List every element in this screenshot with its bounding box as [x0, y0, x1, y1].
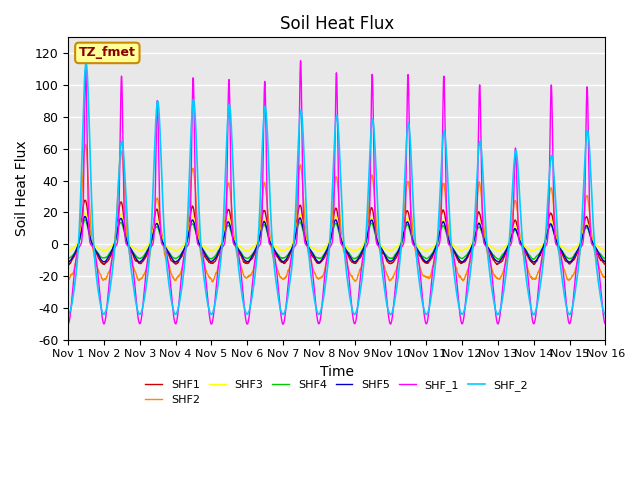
SHF5 [64, 259, 72, 264]
Line: SHF4: SHF4 [68, 220, 605, 259]
SHF2 [209, 279, 216, 285]
SHF3 [81, 210, 89, 216]
SHF3 [323, 243, 330, 249]
SHF2 [278, 276, 286, 282]
SHF_1 [323, 257, 330, 263]
Title: Soil Heat Flux: Soil Heat Flux [280, 15, 394, 33]
Line: SHF5: SHF5 [68, 216, 605, 262]
SHF_2 [390, 300, 398, 306]
Line: SHF3: SHF3 [68, 213, 605, 252]
SHF3 [244, 249, 252, 254]
Legend: SHF1, SHF2, SHF3, SHF4, SHF5, SHF_1, SHF_2: SHF1, SHF2, SHF3, SHF4, SHF5, SHF_1, SHF… [141, 375, 532, 410]
SHF2 [323, 259, 330, 264]
SHF2 [64, 277, 72, 283]
SHF_2 [323, 275, 330, 280]
SHF3 [602, 248, 609, 253]
SHF3 [64, 248, 72, 253]
SHF_2 [602, 312, 609, 318]
SHF_1 [390, 294, 398, 300]
SHF3 [577, 235, 585, 240]
SHF_1 [577, 243, 585, 249]
SHF1 [278, 259, 286, 265]
SHF_2 [243, 311, 250, 317]
SHF_2 [278, 311, 286, 316]
SHF3 [278, 247, 286, 253]
SHF1 [64, 261, 72, 266]
SHF_1 [278, 319, 286, 324]
SHF4 [278, 255, 286, 261]
SHF5 [172, 259, 179, 265]
SHF2 [172, 277, 179, 283]
SHF_1 [64, 321, 72, 327]
SHF_2 [82, 60, 90, 66]
SHF4 [64, 256, 72, 262]
SHF5 [81, 214, 89, 219]
SHF4 [323, 248, 330, 253]
Text: TZ_fmet: TZ_fmet [79, 47, 136, 60]
SHF2 [390, 271, 398, 277]
Y-axis label: Soil Heat Flux: Soil Heat Flux [15, 141, 29, 236]
SHF1 [602, 261, 609, 267]
SHF4 [577, 239, 585, 245]
SHF_2 [64, 311, 72, 317]
SHF3 [172, 247, 179, 253]
SHF5 [577, 238, 585, 243]
SHF2 [82, 142, 90, 147]
SHF4 [81, 217, 89, 223]
SHF_1 [297, 58, 305, 64]
SHF1 [243, 261, 250, 266]
SHF_2 [172, 311, 179, 317]
Line: SHF2: SHF2 [68, 144, 605, 282]
SHF1 [577, 237, 585, 242]
SHF4 [172, 256, 179, 262]
SHF5 [602, 259, 609, 264]
SHF_2 [577, 228, 585, 233]
X-axis label: Time: Time [320, 365, 354, 379]
SHF1 [390, 258, 398, 264]
SHF4 [390, 253, 398, 259]
SHF2 [243, 275, 250, 281]
SHF4 [529, 256, 537, 262]
SHF1 [172, 261, 179, 267]
Line: SHF_1: SHF_1 [68, 61, 605, 324]
SHF5 [390, 255, 398, 261]
SHF4 [243, 255, 250, 261]
SHF2 [577, 239, 585, 244]
Line: SHF_2: SHF_2 [68, 63, 605, 315]
SHF1 [81, 197, 89, 203]
SHF_2 [530, 312, 538, 318]
SHF3 [390, 245, 398, 251]
SHF1 [323, 250, 330, 256]
SHF5 [278, 258, 286, 264]
SHF5 [243, 258, 250, 264]
SHF1 [65, 262, 73, 267]
SHF_1 [243, 320, 250, 325]
SHF4 [602, 256, 609, 262]
SHF_1 [172, 321, 179, 326]
SHF2 [602, 274, 609, 279]
SHF5 [323, 248, 330, 254]
SHF3 [243, 248, 250, 254]
SHF_1 [602, 321, 609, 327]
SHF5 [566, 259, 573, 265]
Line: SHF1: SHF1 [68, 200, 605, 264]
SHF_1 [279, 321, 287, 327]
